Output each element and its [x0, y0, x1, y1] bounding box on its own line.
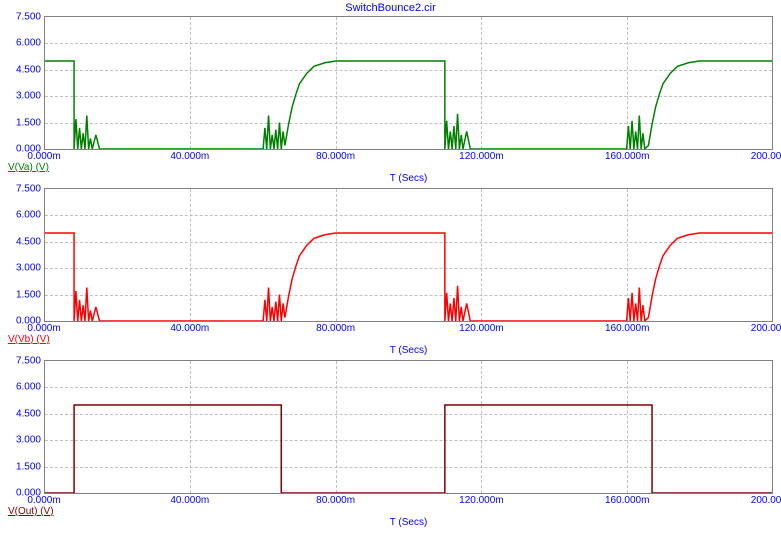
- x-tick-label: 120.000m: [459, 151, 503, 162]
- x-axis-ticks: 0.000m40.000m80.000m120.000m160.000m200.…: [44, 494, 773, 506]
- trace-svg: [45, 189, 772, 321]
- y-tick-label: 1.500: [16, 117, 41, 128]
- plot-area: 0.0001.5003.0004.5006.0007.500: [44, 16, 773, 150]
- y-axis-ticks: 0.0001.5003.0004.5006.0007.500: [9, 361, 43, 493]
- y-tick-label: 4.500: [16, 408, 41, 419]
- y-tick-label: 3.000: [16, 435, 41, 446]
- y-tick-label: 6.000: [16, 382, 41, 393]
- x-axis-label: T (Secs): [44, 173, 773, 184]
- x-axis-label: T (Secs): [44, 517, 773, 528]
- y-tick-label: 6.000: [16, 210, 41, 221]
- trace-svg: [45, 17, 772, 149]
- series-label: V(Out) (V): [8, 506, 773, 517]
- plot-area: 0.0001.5003.0004.5006.0007.500: [44, 188, 773, 322]
- y-tick-label: 4.500: [16, 236, 41, 247]
- trace-svg: [45, 361, 772, 493]
- x-tick-label: 80.000m: [316, 495, 355, 506]
- plot-area: 0.0001.5003.0004.5006.0007.500: [44, 360, 773, 494]
- x-tick-label: 200.000m: [751, 151, 781, 162]
- x-tick-label: 120.000m: [459, 323, 503, 334]
- x-tick-label: 40.000m: [170, 151, 209, 162]
- y-tick-label: 7.500: [16, 184, 41, 195]
- x-axis-ticks: 0.000m40.000m80.000m120.000m160.000m200.…: [44, 150, 773, 162]
- x-tick-label: 40.000m: [170, 495, 209, 506]
- x-axis-label: T (Secs): [44, 345, 773, 356]
- y-tick-label: 1.500: [16, 289, 41, 300]
- series-trace: [45, 405, 772, 493]
- series-label: V(Vb) (V): [8, 334, 773, 345]
- x-tick-label: 160.000m: [605, 323, 649, 334]
- x-tick-label: 160.000m: [605, 495, 649, 506]
- chart-panel: 0.0001.5003.0004.5006.0007.5000.000m 40.0…: [8, 360, 773, 528]
- y-tick-label: 6.000: [16, 38, 41, 49]
- y-tick-label: 7.500: [16, 12, 41, 23]
- series-label: V(Va) (V): [8, 162, 773, 173]
- x-tick-label: 80.000m: [316, 323, 355, 334]
- x-axis-ticks: 0.000m40.000m80.000m120.000m160.000m200.…: [44, 322, 773, 334]
- x-tick-label: 160.000m: [605, 151, 649, 162]
- y-tick-label: 7.500: [16, 356, 41, 367]
- x-tick-label: 200.000m: [751, 495, 781, 506]
- x-tick-label: 0.000m: [27, 495, 60, 506]
- chart-container: { "title": "SwitchBounce2.cir", "layout"…: [0, 0, 781, 554]
- x-tick-label: 200.000m: [751, 323, 781, 334]
- x-tick-label: 0.000m: [27, 151, 60, 162]
- y-tick-label: 3.000: [16, 263, 41, 274]
- chart-panel: 0.0001.5003.0004.5006.0007.5000.000m 40.0…: [8, 188, 773, 356]
- y-axis-ticks: 0.0001.5003.0004.5006.0007.500: [9, 17, 43, 149]
- y-tick-label: 4.500: [16, 64, 41, 75]
- series-trace: [45, 233, 772, 321]
- x-tick-label: 40.000m: [170, 323, 209, 334]
- y-tick-label: 3.000: [16, 91, 41, 102]
- chart-title: SwitchBounce2.cir: [0, 0, 781, 16]
- x-tick-label: 0.000m: [27, 323, 60, 334]
- y-tick-label: 1.500: [16, 461, 41, 472]
- x-tick-label: 120.000m: [459, 495, 503, 506]
- chart-panel: 0.0001.5003.0004.5006.0007.5000.000m 40.0…: [8, 16, 773, 184]
- x-tick-label: 80.000m: [316, 151, 355, 162]
- y-axis-ticks: 0.0001.5003.0004.5006.0007.500: [9, 189, 43, 321]
- series-trace: [45, 61, 772, 149]
